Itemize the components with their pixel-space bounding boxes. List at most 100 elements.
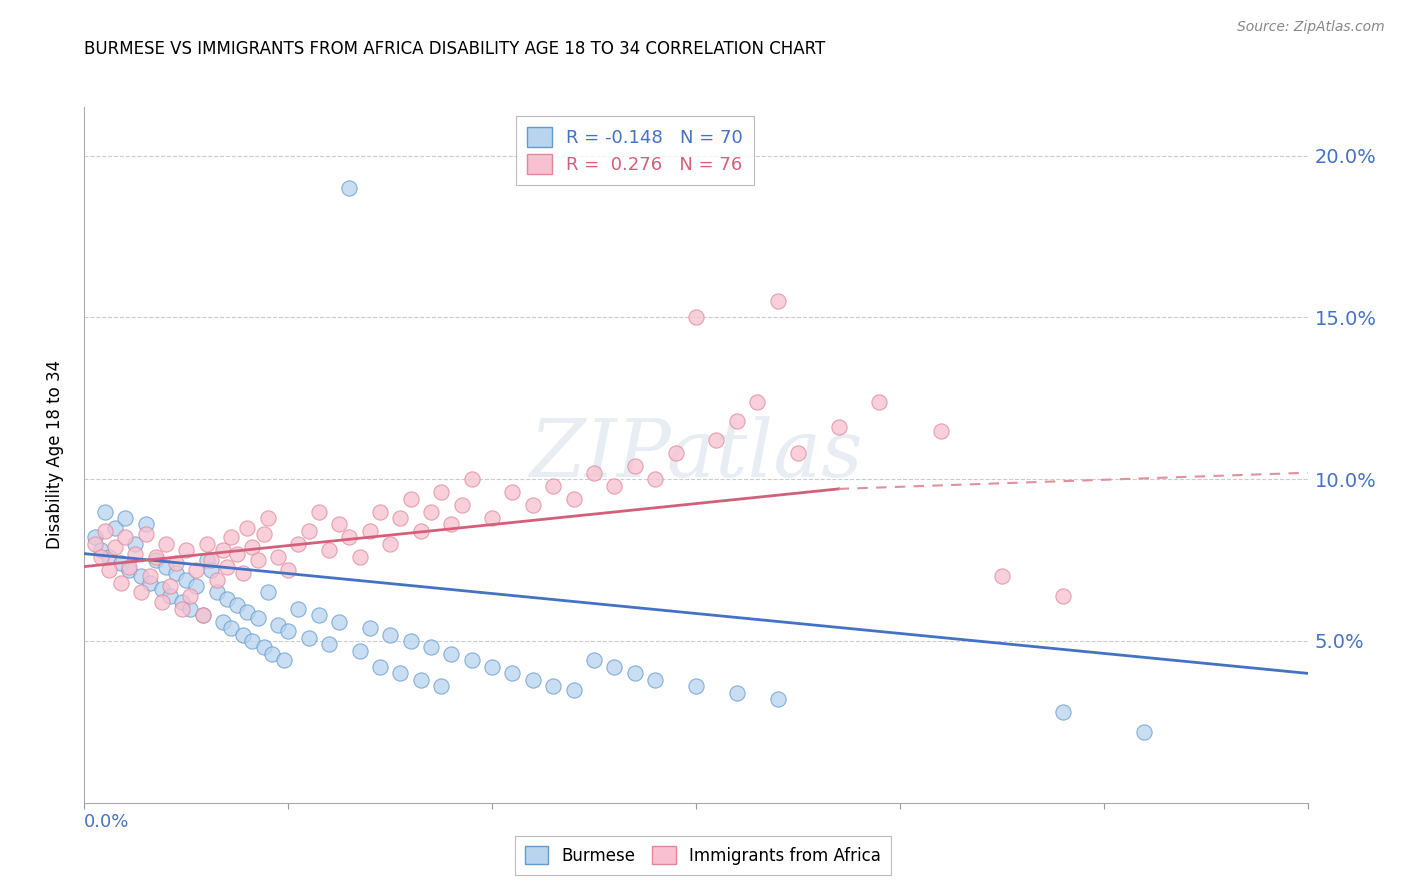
Point <box>706 434 728 448</box>
Point <box>481 511 503 525</box>
Point <box>420 504 443 518</box>
Point <box>246 553 269 567</box>
Point <box>502 485 524 500</box>
Point <box>191 608 214 623</box>
Point <box>212 615 235 629</box>
Point <box>260 647 283 661</box>
Point <box>308 504 330 518</box>
Text: BURMESE VS IMMIGRANTS FROM AFRICA DISABILITY AGE 18 TO 34 CORRELATION CHART: BURMESE VS IMMIGRANTS FROM AFRICA DISABI… <box>84 40 825 58</box>
Point <box>205 573 228 587</box>
Point <box>430 485 453 500</box>
Point <box>869 394 891 409</box>
Y-axis label: Disability Age 18 to 34: Disability Age 18 to 34 <box>45 360 63 549</box>
Text: ZIPatlas: ZIPatlas <box>529 417 863 493</box>
Point <box>409 524 432 538</box>
Point <box>97 563 120 577</box>
Point <box>226 599 249 613</box>
Point <box>104 521 127 535</box>
Point <box>97 549 120 564</box>
Point <box>461 472 484 486</box>
Point <box>766 692 789 706</box>
Point <box>1052 589 1074 603</box>
Point <box>399 634 422 648</box>
Point <box>124 537 146 551</box>
Point <box>253 527 276 541</box>
Point <box>131 569 153 583</box>
Point <box>368 504 391 518</box>
Point <box>624 666 647 681</box>
Point <box>287 537 309 551</box>
Point <box>339 181 361 195</box>
Point <box>440 647 463 661</box>
Point <box>543 478 565 492</box>
Point <box>359 524 381 538</box>
Point <box>389 666 412 681</box>
Point <box>328 517 350 532</box>
Point <box>450 498 472 512</box>
Point <box>603 478 626 492</box>
Point <box>339 531 361 545</box>
Point <box>145 549 167 564</box>
Point <box>110 575 132 590</box>
Point <box>430 679 453 693</box>
Point <box>124 547 146 561</box>
Point <box>685 310 707 325</box>
Point <box>179 589 201 603</box>
Point <box>644 472 666 486</box>
Point <box>725 414 748 428</box>
Point <box>93 524 117 538</box>
Point <box>522 498 544 512</box>
Point <box>298 631 321 645</box>
Point <box>644 673 666 687</box>
Point <box>217 591 239 606</box>
Point <box>205 585 228 599</box>
Point <box>257 585 280 599</box>
Point <box>583 466 606 480</box>
Point <box>277 563 299 577</box>
Point <box>104 540 127 554</box>
Text: 0.0%: 0.0% <box>84 814 129 831</box>
Point <box>828 420 851 434</box>
Point <box>155 559 177 574</box>
Point <box>287 601 309 615</box>
Point <box>349 549 371 564</box>
Point <box>420 640 443 655</box>
Legend: Burmese, Immigrants from Africa: Burmese, Immigrants from Africa <box>515 836 891 875</box>
Point <box>380 537 402 551</box>
Point <box>219 531 242 545</box>
Point <box>110 557 132 571</box>
Point <box>389 511 412 525</box>
Point <box>543 679 565 693</box>
Point <box>118 563 141 577</box>
Point <box>226 547 249 561</box>
Point <box>359 621 381 635</box>
Point <box>747 394 769 409</box>
Point <box>440 517 463 532</box>
Point <box>131 585 153 599</box>
Point <box>399 491 422 506</box>
Point <box>380 627 402 641</box>
Point <box>186 563 208 577</box>
Point <box>461 653 484 667</box>
Point <box>138 575 160 590</box>
Point <box>246 611 269 625</box>
Point <box>145 553 167 567</box>
Legend: R = -0.148   N = 70, R =  0.276   N = 76: R = -0.148 N = 70, R = 0.276 N = 76 <box>516 116 754 185</box>
Point <box>562 682 585 697</box>
Point <box>90 549 112 564</box>
Point <box>165 566 187 580</box>
Point <box>257 511 280 525</box>
Point <box>159 579 181 593</box>
Point <box>200 553 222 567</box>
Point <box>665 446 688 460</box>
Point <box>1133 724 1156 739</box>
Point <box>481 660 503 674</box>
Point <box>150 582 173 597</box>
Point <box>232 627 254 641</box>
Point <box>219 621 242 635</box>
Point <box>240 540 263 554</box>
Point <box>83 537 105 551</box>
Point <box>273 653 295 667</box>
Point <box>236 605 259 619</box>
Point <box>165 557 187 571</box>
